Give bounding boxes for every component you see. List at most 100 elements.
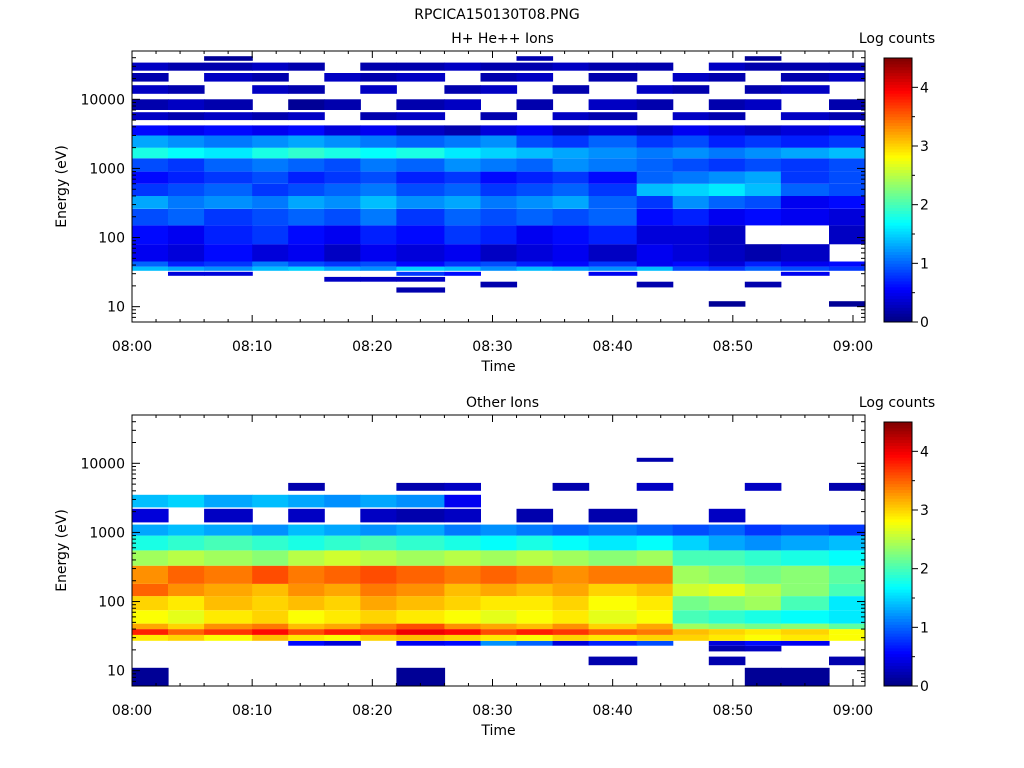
heatmap-cell	[516, 565, 554, 584]
colorbar-tick-label: 4	[920, 444, 929, 460]
colorbar-segment	[884, 310, 912, 314]
colorbar-segment	[884, 448, 912, 452]
heatmap-cell	[204, 261, 253, 267]
heatmap-cell	[708, 656, 746, 666]
heatmap-cell	[360, 225, 397, 245]
heatmap-cell	[288, 125, 325, 136]
heatmap-cell	[516, 183, 554, 196]
heatmap-cell	[780, 171, 830, 184]
heatmap-cell	[396, 583, 446, 597]
colorbar-segment	[884, 644, 912, 649]
heatmap-cell	[480, 623, 518, 630]
colorbar-segment	[884, 60, 912, 65]
heatmap-cell	[780, 62, 830, 71]
heatmap-cell	[780, 208, 830, 226]
heatmap-cell	[396, 287, 446, 293]
heatmap-cell	[672, 73, 710, 82]
colorbar-segment	[884, 110, 912, 115]
heatmap-cell	[132, 147, 169, 159]
heatmap-cell	[588, 183, 638, 196]
colorbar-segment	[884, 192, 912, 197]
heatmap-cell	[324, 208, 361, 226]
heatmap-cell	[636, 457, 674, 462]
colorbar-segment	[884, 445, 912, 449]
colorbar-segment	[884, 512, 912, 517]
heatmap-cell	[480, 244, 518, 262]
heatmap-cell	[396, 550, 446, 566]
heatmap-cell	[744, 550, 782, 566]
heatmap-cell	[288, 640, 325, 646]
heatmap-cell	[516, 99, 554, 110]
heatmap-cell	[132, 158, 169, 172]
heatmap-cell	[552, 135, 590, 148]
heatmap-cell	[708, 158, 746, 172]
colorbar-segment	[884, 674, 912, 678]
heatmap-cell	[636, 147, 674, 159]
heatmap-cell	[744, 281, 782, 288]
heatmap-cell	[288, 112, 325, 121]
heatmap-cell	[396, 171, 446, 184]
colorbar-segment	[884, 639, 912, 643]
heatmap-cell	[360, 610, 397, 624]
heatmap-cell	[168, 85, 205, 94]
heatmap-cell	[552, 208, 590, 226]
heatmap-cell	[252, 629, 289, 635]
heatmap-cell	[672, 583, 710, 597]
heatmap-cell	[396, 225, 446, 245]
heatmap-cell	[636, 640, 674, 646]
colorbar-segment	[884, 556, 912, 561]
heatmap-cell	[588, 583, 638, 597]
colorbar-segment	[884, 198, 912, 203]
heatmap-cell	[480, 85, 518, 94]
heatmap-cell	[360, 550, 397, 566]
heatmap-cell	[672, 135, 710, 148]
heatmap-cell	[829, 73, 866, 82]
heatmap-cell	[360, 73, 397, 82]
heatmap-cell	[444, 583, 481, 597]
heatmap-cell	[204, 147, 253, 159]
heatmap-cell	[636, 535, 674, 551]
colorbar-segment	[884, 292, 912, 297]
heatmap-cell	[829, 171, 866, 184]
colorbar-segment	[884, 533, 912, 537]
plot-frame	[131, 414, 866, 687]
heatmap-cell	[360, 261, 397, 267]
heatmap-cell	[588, 535, 638, 551]
colorbar-frame	[883, 421, 913, 687]
heatmap-cell	[829, 656, 866, 666]
heatmap-cell	[744, 524, 782, 536]
heatmap-cell	[672, 266, 710, 271]
colorbar-segment	[884, 96, 912, 100]
heatmap-cell	[252, 583, 289, 597]
y-axis-label: Energy (eV)	[54, 509, 70, 592]
heatmap-cell	[552, 596, 590, 611]
heatmap-cell	[252, 596, 289, 611]
heatmap-cell	[744, 640, 782, 646]
heatmap-cell	[132, 208, 169, 226]
heatmap-cell	[324, 225, 361, 245]
colorbar-segment	[884, 148, 912, 153]
heatmap-cell	[744, 667, 782, 686]
heatmap-cell	[588, 158, 638, 172]
colorbar-segment	[884, 498, 912, 502]
heatmap-cell	[516, 629, 554, 635]
heatmap-cell	[672, 623, 710, 630]
colorbar-segment	[884, 236, 912, 241]
heatmap-cell	[708, 640, 746, 646]
colorbar-tick-label: 0	[920, 315, 929, 331]
heatmap-cell	[672, 158, 710, 172]
x-axis-label: Time	[480, 359, 515, 375]
colorbar-segment	[884, 307, 912, 311]
heatmap-cell	[360, 524, 397, 536]
heatmap-cell	[204, 634, 253, 641]
heatmap-cell	[516, 596, 554, 611]
heatmap-cell	[324, 610, 361, 624]
heatmap-cell	[588, 508, 638, 523]
colorbar-segment	[884, 201, 912, 206]
heatmap-cell	[780, 271, 830, 276]
heatmap-cell	[168, 147, 205, 159]
heatmap-cell	[829, 261, 866, 267]
heatmap-cell	[480, 629, 518, 635]
heatmap-cell	[324, 147, 361, 159]
heatmap-cell	[780, 667, 830, 686]
